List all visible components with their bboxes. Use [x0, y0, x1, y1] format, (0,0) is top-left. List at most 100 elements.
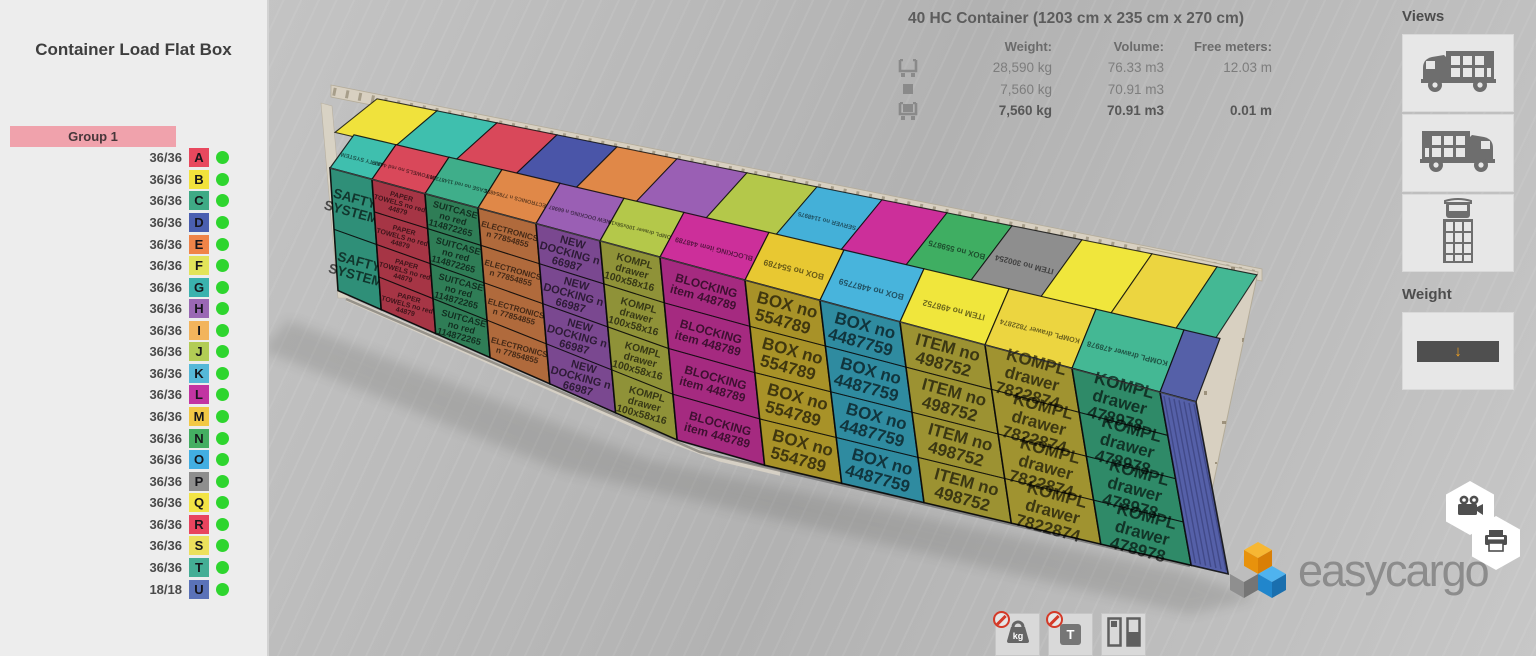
cargo-item-row[interactable]: 36/36 N	[0, 427, 233, 449]
cargo-top-box[interactable]: ITEM no 498752	[899, 268, 1010, 346]
item-count: 36/36	[149, 452, 182, 468]
group-header[interactable]: Group 1	[10, 126, 176, 147]
cargo-item-row[interactable]: 36/36 E	[0, 233, 233, 255]
svg-text:KOMPLdrawer7822874: KOMPLdrawer7822874	[1014, 477, 1092, 546]
printer-icon	[1483, 529, 1509, 558]
item-color-badge[interactable]: K	[189, 363, 209, 383]
cargo-top-box[interactable]: NEW DOCKING n 66987	[535, 182, 625, 242]
print-button[interactable]	[1472, 516, 1520, 570]
item-color-badge[interactable]: C	[189, 191, 209, 211]
item-loaded-indicator	[216, 474, 229, 488]
free-value: 12.03 m	[1223, 60, 1272, 75]
item-count: 36/36	[149, 538, 182, 554]
item-color-badge[interactable]: U	[189, 579, 209, 599]
fill-report-button[interactable]	[1101, 613, 1146, 656]
item-color-badge[interactable]: P	[189, 471, 209, 491]
item-loaded-indicator	[216, 172, 229, 186]
cargo-item-row[interactable]: 36/36 O	[0, 449, 233, 471]
cargo-item-row[interactable]: 36/36 J	[0, 341, 233, 363]
item-color-badge[interactable]: E	[189, 234, 209, 254]
cargo-item-row[interactable]: 36/36 G	[0, 276, 233, 298]
item-color-badge[interactable]: R	[189, 514, 209, 534]
item-count: 36/36	[149, 409, 182, 425]
views-panel: Views	[1402, 8, 1514, 390]
item-color-badge[interactable]: L	[189, 385, 209, 405]
cargo-item-row[interactable]: 36/36 K	[0, 363, 233, 385]
cargo-item-row[interactable]: 36/36 F	[0, 255, 233, 277]
cargo-item-row[interactable]: 36/36 T	[0, 557, 233, 579]
cargo-top-box[interactable]: BLOCKING item 448789	[659, 211, 770, 281]
cargo-column[interactable]: KOMPLdrawer100x58x16KOMPLdrawer100x58x16…	[599, 239, 679, 442]
cargo-item-row[interactable]: 36/36 D	[0, 212, 233, 234]
cargo-item-row[interactable]: 36/36 R	[0, 514, 233, 536]
item-color-badge[interactable]: S	[189, 536, 209, 556]
item-color-badge[interactable]: M	[189, 407, 209, 427]
truck-side-cab-left-icon	[1416, 46, 1500, 101]
empty-container-icon	[880, 57, 936, 79]
cargo-top-box[interactable]: SUITCASE no red 114872265	[424, 156, 503, 209]
cargo-item-row[interactable]: 36/36 M	[0, 406, 233, 428]
item-count: 36/36	[149, 387, 182, 403]
item-color-badge[interactable]: O	[189, 450, 209, 470]
easycargo-logo: easycargo	[1230, 540, 1490, 607]
group-label: Group 1	[68, 129, 118, 144]
fill-report-boxes-icon	[1106, 617, 1141, 652]
item-color-badge[interactable]: A	[189, 148, 209, 168]
cargo-item-row[interactable]: 36/36 B	[0, 169, 233, 191]
item-color-badge[interactable]: N	[189, 428, 209, 448]
weight-panel-title: Weight	[1402, 286, 1452, 303]
cargo-item-row[interactable]: 36/36 S	[0, 535, 233, 557]
item-color-badge[interactable]: Q	[189, 493, 209, 513]
item-color-badge[interactable]: H	[189, 299, 209, 319]
cargo-top-box[interactable]: ELECTRONICS n 77854855	[477, 168, 561, 225]
toggle-weight-kg-button[interactable]: kg	[993, 611, 1040, 656]
item-loaded-indicator	[216, 388, 229, 402]
item-color-badge[interactable]: F	[189, 256, 209, 276]
view-side-left-button[interactable]	[1402, 34, 1514, 112]
cargo-top-box[interactable]: KOMPL drawer 478978	[1071, 308, 1185, 393]
item-color-badge[interactable]: D	[189, 212, 209, 232]
video-camera-icon	[1456, 495, 1484, 522]
cargo-item-row[interactable]: 36/36 H	[0, 298, 233, 320]
view-top-button[interactable]	[1402, 194, 1514, 272]
volume-value: 76.33 m3	[1107, 60, 1164, 75]
item-color-badge[interactable]: B	[189, 169, 209, 189]
item-color-badge[interactable]: I	[189, 320, 209, 340]
cargo-top-box[interactable]: ITEM no 300254	[969, 225, 1083, 299]
cargo-column[interactable]: KOMPLdrawer478978KOMPLdrawer478978KOMPLd…	[1071, 367, 1193, 567]
item-color-badge[interactable]: T	[189, 557, 209, 577]
cargo-item-row[interactable]: 36/36 P	[0, 470, 233, 492]
free-meters-column-header: Free meters:	[1193, 39, 1272, 54]
free-value	[1164, 79, 1272, 101]
axle-load-arrow-icon: ↓	[1417, 340, 1499, 362]
item-loaded-indicator	[216, 410, 229, 424]
item-count: 36/36	[149, 495, 182, 511]
item-color-badge[interactable]: J	[189, 342, 209, 362]
toggle-weight-t-button[interactable]: T	[1046, 611, 1093, 656]
item-count: 36/36	[149, 236, 182, 252]
cargo-item-row[interactable]: 36/36 A	[0, 147, 233, 169]
item-count: 36/36	[149, 214, 182, 230]
cargo-top-box[interactable]: KOMPL drawer 100x58x16	[599, 197, 685, 258]
view-side-right-button[interactable]	[1402, 114, 1514, 192]
item-count: 36/36	[149, 301, 182, 317]
cargo-item-row[interactable]: 36/36 Q	[0, 492, 233, 514]
item-color-badge[interactable]: G	[189, 277, 209, 297]
cargo-item-row[interactable]: 18/18 U	[0, 578, 233, 600]
page-title: Container Load Flat Box	[35, 40, 232, 59]
cargo-column[interactable]	[1158, 390, 1230, 576]
cargo-item-row[interactable]: 36/36 C	[0, 190, 233, 212]
cargo-item-row[interactable]: 36/36 I	[0, 320, 233, 342]
cargo-item-row[interactable]: 36/36 L	[0, 384, 233, 406]
cargo-column[interactable]: KOMPLdrawer7822874KOMPLdrawer7822874KOMP…	[984, 343, 1102, 546]
item-count: 36/36	[149, 430, 182, 446]
axle-weight-button[interactable]: ↓	[1402, 312, 1514, 390]
item-count: 36/36	[149, 258, 182, 274]
